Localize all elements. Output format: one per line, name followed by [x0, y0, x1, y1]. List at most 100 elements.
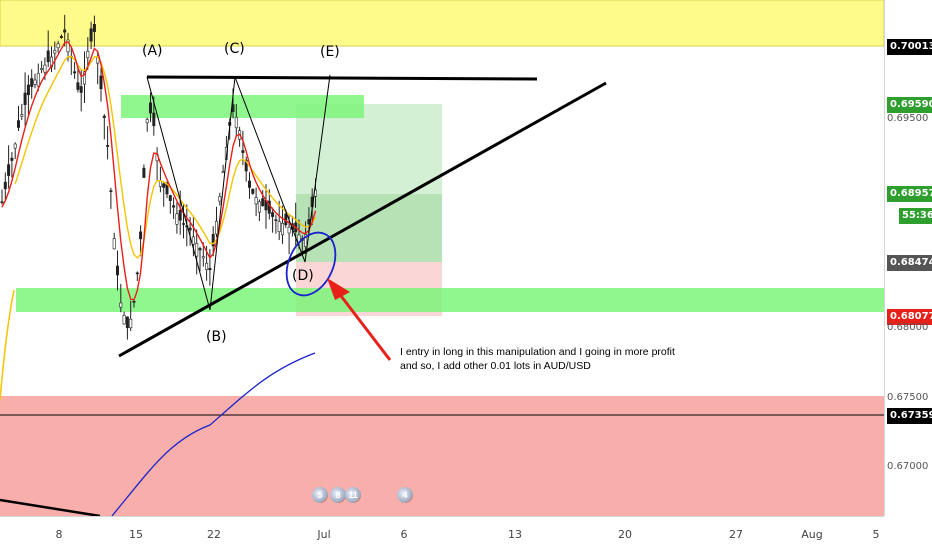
- ema-fast-line: [1, 41, 317, 301]
- candle-body: [195, 243, 199, 257]
- annotation-line-2: and so, I add other 0.01 lots in AUD/USD: [400, 360, 591, 372]
- event-badge-1[interactable]: 5: [312, 487, 328, 503]
- event-badge-2[interactable]: 8: [330, 487, 346, 503]
- candle-body: [79, 86, 83, 93]
- price-tick-69500: 0.69500: [887, 113, 929, 124]
- triangle-bottom-line: [118, 81, 607, 358]
- candle-body: [178, 210, 182, 221]
- candle-body: [139, 231, 143, 240]
- wave-label-c: (C): [224, 41, 245, 57]
- wave-label-d: (D): [292, 268, 314, 284]
- time-tick-15: 15: [129, 528, 143, 541]
- demand-zone: [0, 396, 884, 516]
- candle-body: [198, 248, 202, 251]
- arrow-head: [327, 278, 350, 300]
- candle-body: [13, 143, 17, 149]
- wave-label-a: (A): [142, 43, 163, 59]
- candle-body: [86, 50, 90, 58]
- event-badge-4[interactable]: 4: [397, 487, 413, 503]
- candle-body: [208, 268, 212, 271]
- wave-label-b: (B): [206, 329, 227, 345]
- candle-body: [102, 115, 106, 118]
- candle-body: [271, 212, 275, 217]
- candle-body: [7, 164, 11, 176]
- event-badge-3[interactable]: 11: [345, 487, 361, 503]
- price-chart[interactable]: [0, 0, 884, 516]
- time-tick-6: 6: [400, 528, 408, 541]
- candle-body: [109, 190, 113, 192]
- candle-body: [132, 300, 136, 303]
- candle-body: [261, 198, 265, 207]
- candle-body: [36, 73, 40, 87]
- ma-long-line: [0, 289, 15, 401]
- candle-body: [162, 183, 166, 188]
- candle-body: [59, 36, 63, 38]
- candle-body: [274, 219, 278, 221]
- price-tag-68474: 0.68474: [887, 255, 932, 271]
- candle-body: [116, 265, 120, 276]
- price-tick-67000: 0.67000: [887, 461, 929, 472]
- candle-body: [129, 318, 133, 329]
- candle-body: [201, 256, 205, 259]
- price-tick-68000: 0.68000: [887, 322, 929, 333]
- candle-body: [234, 116, 238, 129]
- time-tick-8: 8: [55, 528, 63, 541]
- candle-body: [165, 182, 169, 195]
- candle-body: [175, 213, 179, 225]
- resistance-band-small: [121, 95, 364, 118]
- triangle-top-line: [146, 75, 538, 81]
- candle-body: [149, 102, 153, 114]
- candle-body: [40, 68, 44, 70]
- price-scale[interactable]: 0.70013 0.69590 0.69500 0.68957 55:36 0.…: [884, 0, 932, 516]
- resistance-zone: [0, 0, 884, 47]
- arrow-shaft: [336, 291, 392, 361]
- candle-body: [43, 64, 47, 73]
- candle-body: [248, 180, 252, 188]
- chart-area[interactable]: (A) (B) (C) (D) (E) I entry in long in t…: [0, 0, 884, 516]
- candle-body: [0, 201, 4, 204]
- candle-body: [241, 150, 245, 153]
- candle-body: [63, 29, 67, 33]
- candle-body: [188, 227, 192, 231]
- time-tick-27: 27: [729, 528, 743, 541]
- candle-body: [23, 92, 27, 105]
- candle-body: [280, 222, 284, 236]
- time-tick-13: 13: [508, 528, 522, 541]
- candle-body: [30, 78, 34, 87]
- candle-body: [221, 171, 225, 174]
- candle-body: [287, 226, 291, 234]
- candle-body: [92, 24, 96, 33]
- candle-body: [254, 197, 258, 205]
- price-tick-67500: 0.67500: [887, 392, 929, 403]
- candle-body: [73, 71, 77, 74]
- candle-body: [182, 223, 186, 225]
- time-scale[interactable]: 8 15 22 Jul 6 13 20 27 Aug 5: [0, 516, 884, 551]
- wave-label-e: (E): [320, 44, 340, 60]
- target-box-inner: [296, 194, 442, 262]
- old-trendline: [0, 498, 101, 516]
- ema-slow-line: [14, 55, 317, 259]
- candle-body: [26, 84, 30, 96]
- candle-body: [112, 238, 116, 250]
- candle-body: [3, 181, 7, 190]
- candle-body: [99, 75, 103, 90]
- candle-body: [142, 167, 146, 178]
- candle-body: [215, 220, 219, 235]
- time-tick-20: 20: [618, 528, 632, 541]
- candle-body: [106, 145, 110, 147]
- candle-body: [53, 50, 57, 54]
- candle-body: [76, 82, 80, 90]
- time-tick-aug: Aug: [801, 528, 823, 541]
- entry-circle: [285, 231, 337, 297]
- trade-annotation: I entry in long in this manipulation and…: [400, 345, 700, 373]
- candle-body: [83, 71, 87, 85]
- price-tag-68957: 0.68957: [887, 186, 932, 202]
- candle-body: [205, 262, 209, 271]
- candle-body: [251, 188, 255, 194]
- candle-body: [46, 50, 50, 63]
- candle-body: [152, 112, 156, 127]
- ma-blue-line: [111, 352, 316, 516]
- candle-body: [257, 201, 261, 213]
- candle-body: [66, 39, 70, 53]
- candle-body: [218, 196, 222, 202]
